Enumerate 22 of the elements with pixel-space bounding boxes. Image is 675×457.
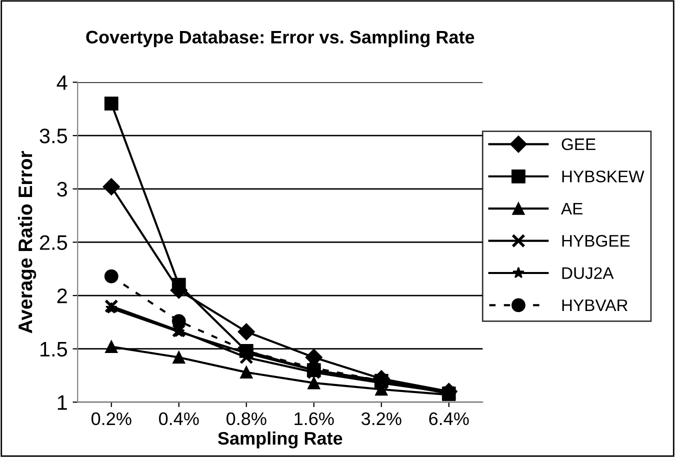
x-tick-label: 6.4%	[429, 412, 469, 426]
x-tick-label: 3.2%	[361, 412, 402, 426]
y-tick-label: 1.5	[40, 342, 68, 357]
y-tick-label: 3	[57, 182, 67, 197]
legend-label: GEE	[562, 138, 596, 150]
x-axis-title: Sampling Rate	[218, 431, 342, 448]
y-tick-label: 1	[58, 395, 67, 410]
x-tick-label: 0.2%	[92, 412, 132, 426]
legend-label: HYBVAR	[562, 300, 628, 312]
y-axis-title: Average Ratio Error	[18, 151, 36, 334]
y-tick-label: 2.5	[40, 235, 68, 250]
legend-label: HYBGEE	[562, 234, 630, 247]
x-tick-label: 0.4%	[159, 412, 199, 426]
y-tick-label: 3.5	[40, 128, 68, 144]
chart-title: Covertype Database: Error vs. Sampling Rate	[86, 30, 474, 48]
x-tick-label: 0.8%	[226, 412, 266, 426]
y-tick-label: 2	[57, 288, 67, 304]
legend-label: HYBSKEW	[562, 170, 644, 182]
legend-label: DUJ2A	[562, 267, 614, 279]
x-tick-label: 1.6%	[294, 412, 334, 426]
y-tick-label: 4	[56, 75, 68, 90]
legend-label: AE	[560, 202, 582, 214]
